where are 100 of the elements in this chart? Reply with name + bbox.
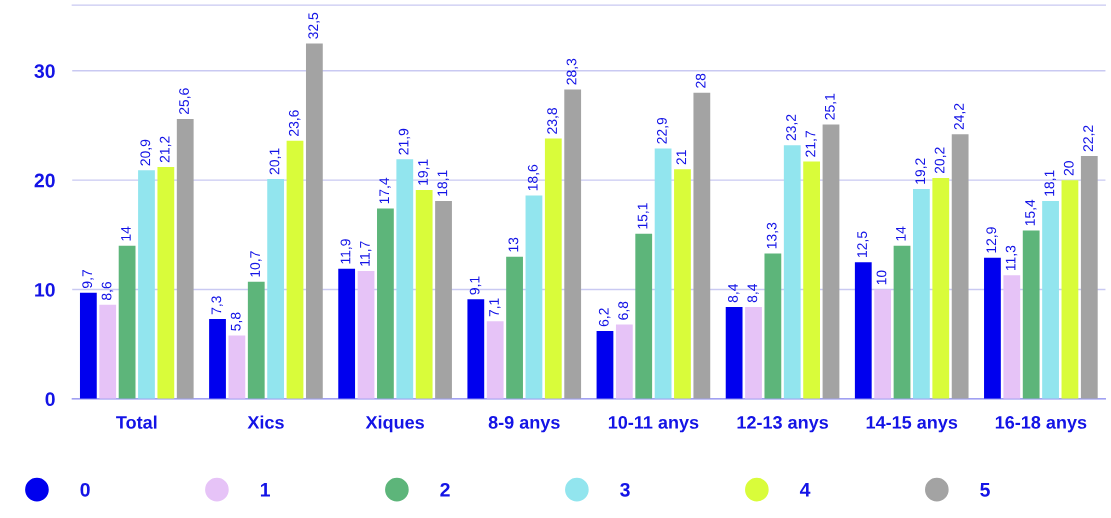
data-label: 20 (1063, 161, 1074, 176)
data-label: 7,1 (489, 298, 501, 317)
bar (635, 233, 653, 399)
bar (596, 331, 614, 399)
bar (764, 253, 782, 399)
data-label: 11,7 (360, 241, 372, 266)
x-tick-label: Xics (247, 415, 284, 429)
data-label: 8,6 (101, 281, 114, 301)
data-label: 19,2 (915, 158, 927, 184)
x-tick-label: 16-18 anys (995, 416, 1087, 433)
legend-label: 2 (440, 482, 450, 497)
legend-label: 4 (799, 483, 811, 497)
x-tick-label: Xiques (365, 415, 424, 433)
data-label: 25,1 (824, 93, 837, 120)
bar (854, 262, 872, 399)
y-tick-label: 0 (45, 392, 55, 407)
bar (286, 140, 304, 399)
data-label: 23,6 (288, 110, 301, 136)
bar (267, 179, 285, 399)
data-label: 18,1 (1044, 170, 1056, 196)
bar (615, 324, 633, 399)
data-label: 9,7 (82, 270, 94, 288)
bar (415, 189, 433, 399)
data-label: 22,2 (1083, 125, 1095, 152)
data-label: 10,7 (250, 251, 262, 277)
bar (506, 256, 523, 399)
data-label: 21,2 (159, 136, 172, 163)
data-label: 21,7 (805, 131, 817, 157)
data-label: 24,2 (954, 103, 966, 130)
data-label: 11,9 (340, 239, 353, 264)
bar (893, 245, 911, 399)
data-label: 20,1 (269, 148, 281, 175)
bar (157, 167, 175, 399)
data-label: 17,4 (379, 177, 391, 204)
bar (435, 200, 452, 399)
bar (338, 268, 356, 399)
bar (693, 92, 711, 399)
data-label: 14 (121, 226, 131, 241)
x-tick-label: 8-9 anys (488, 416, 560, 433)
data-label: 11,3 (1005, 245, 1018, 271)
bar (564, 89, 582, 399)
bar (176, 118, 194, 399)
bar (377, 208, 394, 399)
data-label: 28,3 (566, 58, 579, 85)
data-label: 12,5 (857, 231, 869, 257)
legend-label: 0 (80, 482, 90, 497)
data-label: 7,3 (211, 296, 223, 315)
data-label: 28 (695, 73, 706, 88)
data-label: 12,9 (986, 227, 998, 253)
data-label: 8,4 (728, 283, 740, 303)
bar (467, 299, 485, 399)
y-tick-label: 10 (35, 282, 55, 297)
data-label: 6,2 (598, 308, 611, 327)
data-label: 9,1 (469, 276, 482, 295)
bar (396, 159, 414, 399)
bar (913, 188, 930, 399)
data-label: 14 (896, 226, 906, 241)
data-label: 32,5 (308, 12, 320, 39)
bar (357, 270, 375, 399)
bar (1042, 200, 1059, 399)
bar (1022, 230, 1040, 399)
data-label: 19,1 (418, 159, 430, 185)
bar (984, 257, 1001, 399)
x-tick-label: 10-11 anys (608, 416, 699, 433)
data-label: 18,6 (527, 164, 540, 191)
data-label: 5,8 (230, 312, 243, 331)
bar (725, 307, 743, 399)
data-label: 20,9 (140, 139, 152, 166)
bar (803, 161, 821, 399)
bar (654, 148, 672, 399)
bar (118, 245, 136, 399)
bar (228, 335, 246, 399)
data-label: 13 (508, 237, 519, 252)
bar (305, 43, 323, 399)
bar (1080, 156, 1098, 399)
bar (1061, 180, 1079, 399)
data-label: 6,8 (618, 301, 630, 320)
bar (544, 138, 562, 399)
y-tick-label: 20 (34, 173, 55, 188)
x-tick-label: 14-15 anys (866, 416, 958, 433)
legend-label: 3 (620, 482, 630, 497)
data-label: 23,8 (547, 108, 559, 134)
data-label: 21,9 (398, 128, 411, 155)
y-tick-label: 30 (34, 64, 55, 79)
bar (783, 145, 801, 399)
bar (99, 304, 117, 399)
bar (79, 292, 97, 399)
legend-label: 5 (980, 483, 990, 497)
bar (874, 289, 892, 399)
data-label: 10 (876, 270, 887, 285)
bar (209, 319, 226, 399)
legend-label: 1 (260, 483, 270, 497)
data-label: 22,9 (656, 117, 669, 144)
x-tick-label: Total (116, 415, 157, 429)
data-label: 8,4 (747, 283, 759, 303)
x-tick-label: 12-13 anys (737, 416, 828, 433)
data-label: 23,2 (786, 114, 798, 141)
data-label: 15,4 (1025, 199, 1037, 226)
bar (932, 177, 950, 399)
bar (138, 170, 155, 399)
